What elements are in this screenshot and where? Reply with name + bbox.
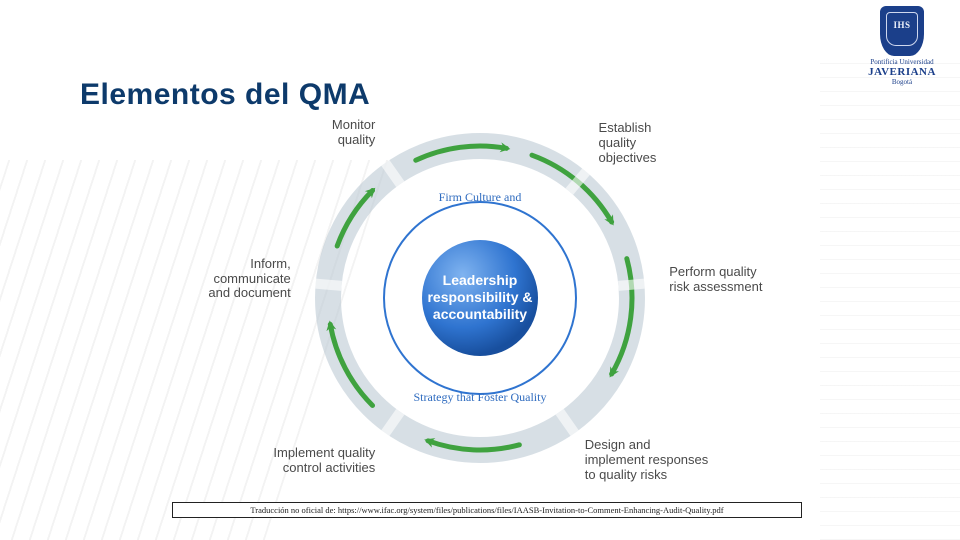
cycle-node-perform-line2: risk assessment xyxy=(669,279,762,294)
background-decoration-right xyxy=(820,60,960,540)
center-line3: accountability xyxy=(433,306,527,322)
cycle-node-establish-line2: quality xyxy=(599,135,637,150)
center-node-label: Leadership responsibility & accountabili… xyxy=(410,272,550,322)
cycle-node-design: Design andimplement responsesto quality … xyxy=(585,438,725,483)
center-line1: Leadership xyxy=(443,272,518,288)
center-line2: responsibility & xyxy=(427,289,532,305)
cycle-node-design-line1: Design and xyxy=(585,437,651,452)
cycle-node-establish-line1: Establish xyxy=(599,120,652,135)
cycle-node-monitor-line2: quality xyxy=(338,132,376,147)
logo-crest-icon: IHS xyxy=(880,6,924,56)
cycle-node-design-line2: implement responses xyxy=(585,452,709,467)
cycle-node-establish-line3: objectives xyxy=(599,150,657,165)
cycle-node-monitor: Monitorquality xyxy=(235,118,375,148)
cycle-node-implement: Implement qualitycontrol activities xyxy=(235,446,375,476)
inner-ring-label-top: Firm Culture and xyxy=(420,190,540,205)
cycle-node-inform-line1: Inform, xyxy=(250,256,290,271)
logo-crest-text: IHS xyxy=(880,20,924,30)
cycle-node-establish: Establishqualityobjectives xyxy=(599,121,739,166)
cycle-node-inform: Inform,communicateand document xyxy=(151,257,291,302)
cycle-node-implement-line1: Implement quality xyxy=(273,445,375,460)
cycle-node-inform-line2: communicate xyxy=(213,271,290,286)
inner-ring-label-bottom: Strategy that Foster Quality xyxy=(385,390,575,405)
logo-line1: Pontificia Universidad xyxy=(858,58,946,66)
logo-line2: JAVERIANA xyxy=(858,66,946,78)
cycle-node-implement-line2: control activities xyxy=(283,460,375,475)
qma-diagram: Leadership responsibility & accountabili… xyxy=(230,118,730,488)
logo-line3: Bogotá xyxy=(858,78,946,86)
university-logo: IHS Pontificia Universidad JAVERIANA Bog… xyxy=(858,6,946,86)
cycle-node-design-line3: to quality risks xyxy=(585,467,667,482)
source-footnote: Traducción no oficial de: https://www.if… xyxy=(172,502,802,518)
page-title: Elementos del QMA xyxy=(80,78,370,112)
cycle-node-perform-line1: Perform quality xyxy=(669,264,756,279)
cycle-node-perform: Perform qualityrisk assessment xyxy=(669,265,809,295)
cycle-node-inform-line3: and document xyxy=(208,285,290,300)
cycle-node-monitor-line1: Monitor xyxy=(332,117,375,132)
